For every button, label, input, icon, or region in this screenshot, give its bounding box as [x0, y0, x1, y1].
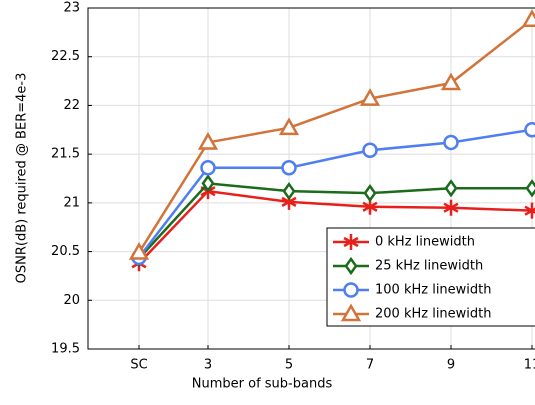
- data-point: [200, 160, 216, 176]
- x-tick-label: 5: [285, 358, 293, 373]
- series-line: [138, 182, 532, 260]
- x-tick-label: SC: [130, 358, 147, 373]
- legend-marker: [343, 282, 359, 298]
- y-tick-label: 20: [63, 293, 80, 308]
- x-tick-label: 9: [447, 358, 455, 373]
- y-tick-label: 22.5: [51, 49, 80, 64]
- x-tick-label: 7: [366, 358, 374, 373]
- x-axis-label: Number of sub-bands: [192, 377, 333, 392]
- legend-marker: [343, 234, 359, 250]
- data-point: [363, 183, 377, 203]
- legend-label: 100 kHz linewidth: [375, 283, 492, 298]
- data-point: [359, 88, 381, 106]
- legend-box: [326, 227, 535, 327]
- data-point: [525, 179, 535, 198]
- plot-frame: [87, 7, 535, 350]
- x-tick-label: 11: [524, 358, 535, 373]
- y-tick-label: 21: [63, 195, 80, 210]
- y-tick-label: 21.5: [51, 147, 80, 162]
- data-point: [281, 160, 297, 176]
- legend-label: 200 kHz linewidth: [375, 307, 492, 322]
- series-line: [138, 128, 533, 259]
- legend-label: 25 kHz linewidth: [375, 259, 483, 274]
- y-axis-label: OSNR(dB) required @ BER=4e-3: [15, 73, 30, 284]
- data-point: [524, 122, 535, 138]
- data-point: [282, 182, 296, 201]
- x-tick-label: 3: [204, 358, 212, 373]
- data-point: [201, 174, 215, 193]
- data-point: [197, 131, 219, 150]
- data-point: [521, 9, 535, 27]
- legend-marker: [340, 303, 362, 322]
- data-point: [128, 242, 150, 260]
- y-tick-label: 22: [63, 98, 80, 113]
- series-line: [138, 189, 533, 265]
- y-tick-label: 19.5: [51, 342, 80, 357]
- legend-marker: [344, 256, 358, 276]
- series-line: [137, 18, 533, 254]
- data-point: [443, 199, 459, 216]
- data-point: [440, 72, 462, 91]
- legend-label: 0 kHz linewidth: [375, 235, 475, 250]
- data-point: [524, 202, 535, 219]
- y-tick-label: 20.5: [51, 244, 80, 259]
- y-tick-label: 23: [63, 1, 80, 16]
- data-point: [443, 134, 459, 151]
- data-point: [362, 142, 378, 158]
- data-point: [278, 117, 300, 136]
- data-point: [444, 179, 458, 198]
